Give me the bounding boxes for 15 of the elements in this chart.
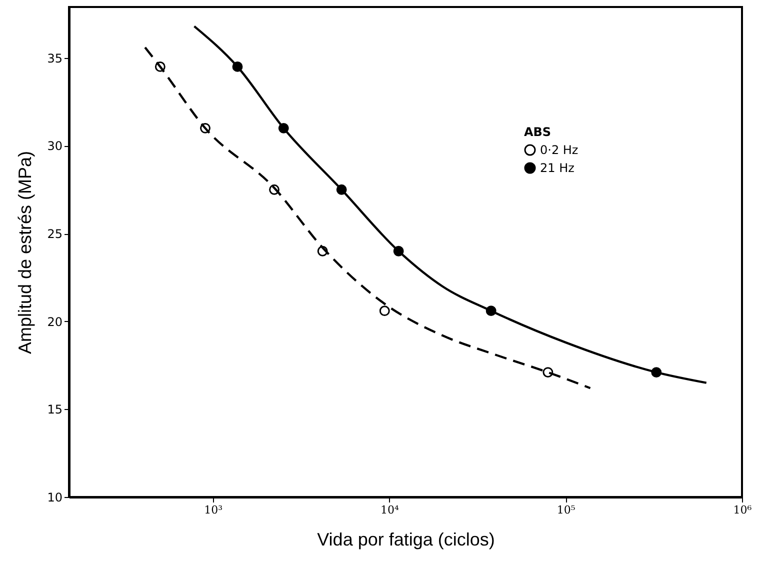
x-tick-label: 10⁵ xyxy=(556,504,576,516)
y-axis-title: Amplitud de estrés (MPa) xyxy=(15,150,36,354)
x-tick-label: 10³ xyxy=(204,504,223,516)
legend-label: 21 Hz xyxy=(540,161,574,175)
y-tick-label: 10 xyxy=(47,490,62,504)
y-tick-label: 35 xyxy=(47,51,62,66)
y-tick-label: 20 xyxy=(47,314,62,329)
x-tick-label: 10⁶ xyxy=(733,504,752,516)
y-tick-label: 30 xyxy=(47,139,62,154)
x-axis-title: Vida por fatiga (ciclos) xyxy=(317,530,495,550)
y-tick-label: 15 xyxy=(47,402,62,417)
legend-label: 0·2 Hz xyxy=(540,143,578,157)
y-tick-label: 25 xyxy=(47,227,62,242)
x-tick-label: 10⁴ xyxy=(380,504,400,516)
legend-title: ABS xyxy=(524,125,552,139)
